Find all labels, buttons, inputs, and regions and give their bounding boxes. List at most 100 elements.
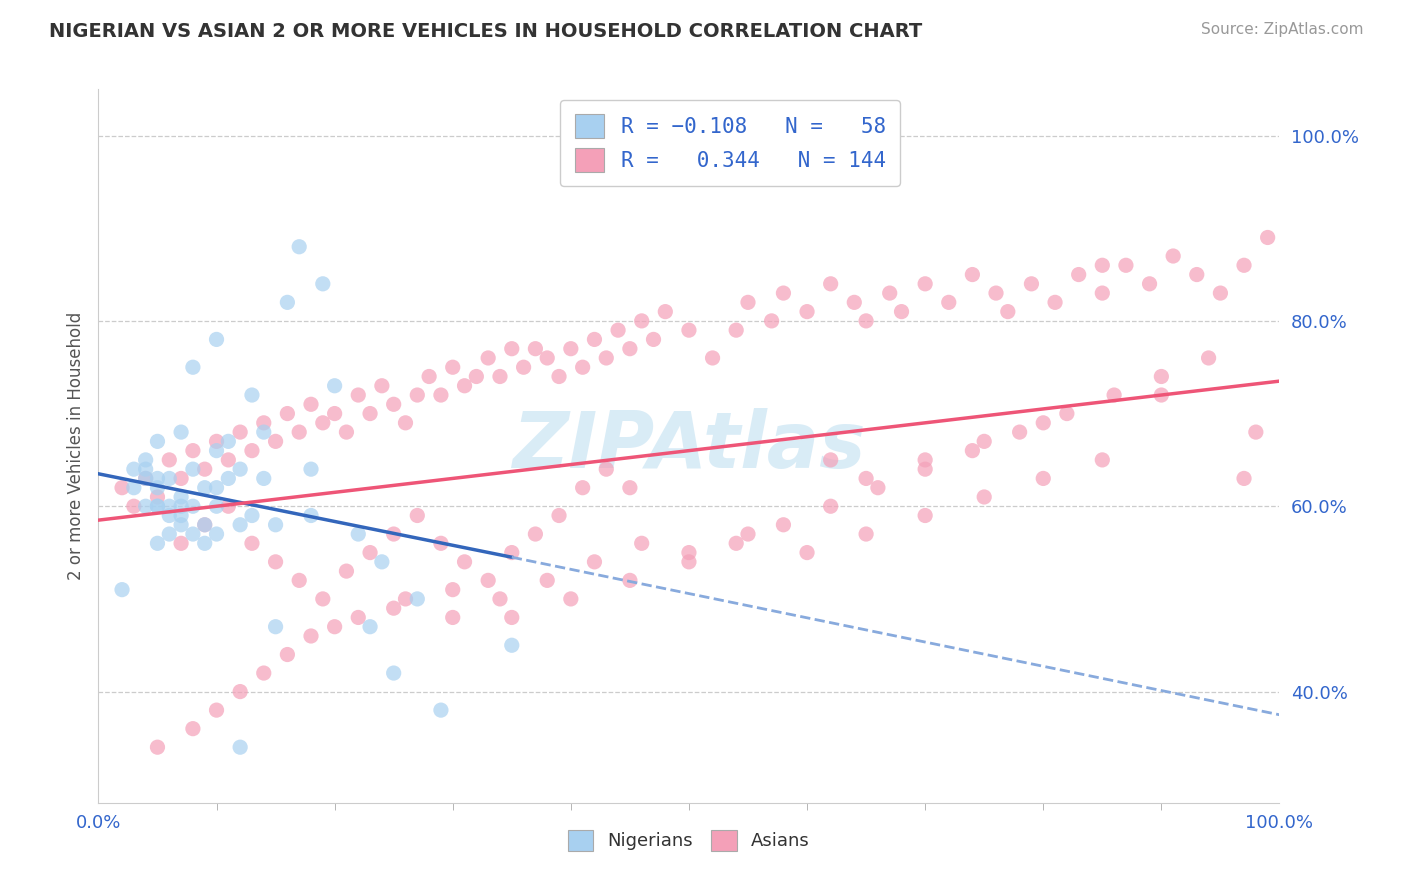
- Point: [111, 582, 134, 597]
- Point: [371, 378, 394, 392]
- Point: [394, 591, 416, 606]
- Point: [299, 397, 322, 411]
- Point: [264, 517, 287, 532]
- Point: [512, 360, 534, 375]
- Point: [347, 388, 370, 402]
- Point: [299, 629, 322, 643]
- Point: [264, 620, 287, 634]
- Point: [146, 740, 169, 755]
- Point: [217, 453, 239, 467]
- Point: [240, 443, 263, 458]
- Point: [359, 545, 381, 559]
- Point: [146, 434, 169, 449]
- Point: [382, 397, 405, 411]
- Point: [643, 333, 665, 347]
- Point: [111, 481, 134, 495]
- Point: [441, 360, 464, 375]
- Point: [820, 453, 842, 467]
- Point: [914, 508, 936, 523]
- Point: [678, 545, 700, 559]
- Point: [181, 443, 204, 458]
- Point: [229, 517, 252, 532]
- Point: [772, 286, 794, 301]
- Point: [725, 536, 748, 550]
- Point: [205, 500, 228, 514]
- Point: [441, 582, 464, 597]
- Point: [299, 462, 322, 476]
- Point: [135, 500, 157, 514]
- Point: [796, 304, 818, 318]
- Point: [984, 286, 1007, 301]
- Point: [630, 314, 652, 328]
- Point: [619, 342, 641, 356]
- Point: [264, 555, 287, 569]
- Point: [855, 527, 877, 541]
- Point: [477, 574, 499, 588]
- Point: [1139, 277, 1161, 291]
- Point: [938, 295, 960, 310]
- Point: [181, 500, 204, 514]
- Point: [1021, 277, 1043, 291]
- Point: [654, 304, 676, 318]
- Point: [607, 323, 630, 337]
- Point: [229, 684, 252, 698]
- Point: [866, 481, 889, 495]
- Point: [181, 722, 204, 736]
- Point: [229, 740, 252, 755]
- Point: [914, 277, 936, 291]
- Point: [973, 434, 995, 449]
- Point: [335, 425, 357, 439]
- Point: [1198, 351, 1220, 365]
- Point: [382, 666, 405, 681]
- Point: [347, 527, 370, 541]
- Point: [855, 471, 877, 485]
- Text: Source: ZipAtlas.com: Source: ZipAtlas.com: [1201, 22, 1364, 37]
- Point: [1091, 258, 1114, 272]
- Point: [205, 434, 228, 449]
- Point: [135, 471, 157, 485]
- Point: [890, 304, 912, 318]
- Point: [288, 240, 311, 254]
- Point: [997, 304, 1019, 318]
- Point: [855, 314, 877, 328]
- Point: [312, 416, 335, 430]
- Point: [253, 471, 276, 485]
- Point: [548, 508, 571, 523]
- Point: [135, 471, 157, 485]
- Point: [914, 462, 936, 476]
- Point: [170, 536, 193, 550]
- Point: [548, 369, 571, 384]
- Point: [205, 443, 228, 458]
- Point: [536, 351, 558, 365]
- Point: [229, 462, 252, 476]
- Point: [1185, 268, 1208, 282]
- Point: [170, 508, 193, 523]
- Point: [382, 601, 405, 615]
- Point: [229, 425, 252, 439]
- Point: [879, 286, 901, 301]
- Point: [288, 574, 311, 588]
- Point: [205, 481, 228, 495]
- Point: [536, 574, 558, 588]
- Point: [253, 425, 276, 439]
- Point: [560, 342, 582, 356]
- Point: [217, 500, 239, 514]
- Point: [1244, 425, 1267, 439]
- Point: [157, 527, 180, 541]
- Point: [170, 500, 193, 514]
- Point: [571, 360, 593, 375]
- Point: [477, 351, 499, 365]
- Point: [264, 434, 287, 449]
- Point: [524, 527, 547, 541]
- Point: [844, 295, 866, 310]
- Point: [1115, 258, 1137, 272]
- Point: [702, 351, 724, 365]
- Point: [276, 648, 298, 662]
- Point: [418, 369, 440, 384]
- Point: [170, 471, 193, 485]
- Point: [1008, 425, 1031, 439]
- Point: [335, 564, 357, 578]
- Point: [146, 500, 169, 514]
- Point: [347, 610, 370, 624]
- Point: [157, 500, 180, 514]
